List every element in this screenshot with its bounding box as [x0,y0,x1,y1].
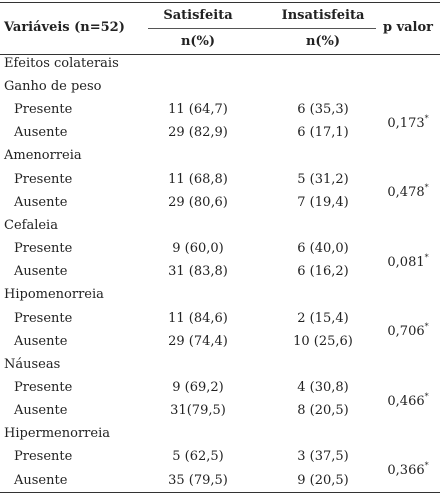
cell-unsatisfied: 9 (20,5) [297,472,349,488]
cell-satisfied: 29 (80,6) [168,194,228,210]
cell-satisfied: 5 (62,5) [172,449,224,465]
row-label: Ausente [14,403,68,419]
group-title: Ganho de peso [4,79,102,94]
p-value: 0,478* [387,183,429,201]
cell-unsatisfied: 7 (19,4) [297,194,349,210]
p-value: 0,466* [387,391,429,410]
cell-satisfied: 35 (79,5) [168,472,228,488]
header-variables: Variáveis (n=52) [4,20,125,35]
cell-unsatisfied: 5 (31,2) [297,171,349,187]
header-p-value: p valor [382,20,434,35]
table-top-rule [0,2,440,3]
p-value: 0,081* [387,252,429,271]
row-label: Ausente [14,125,68,141]
cell-satisfied: 31(79,5) [170,403,226,419]
significance-mark: * [424,460,429,470]
header-unit-satisfied: n(%) [180,34,216,49]
cell-unsatisfied: 2 (15,4) [297,310,349,326]
cell-satisfied: 11 (84,6) [168,310,228,326]
header-bottom-rule [0,54,440,55]
p-value-number: 0,081 [387,254,425,270]
row-label: Ausente [14,333,68,349]
cell-satisfied: 29 (74,4) [168,333,228,349]
p-value-number: 0,466 [387,393,425,409]
cell-unsatisfied: 6 (35,3) [297,102,349,118]
cell-unsatisfied: 4 (30,8) [297,379,349,395]
row-label: Presente [14,449,73,465]
group-title: Náuseas [4,356,61,372]
row-label: Presente [14,102,73,118]
section-title: Efeitos colaterais [4,56,119,71]
row-label: Ausente [14,472,68,488]
significance-mark: * [424,252,429,262]
header-unsatisfied: Insatisfeita [281,8,365,23]
row-label: Presente [14,379,73,395]
row-label: Ausente [14,264,68,280]
p-value: 0,173* [387,113,429,132]
cell-satisfied: 9 (69,2) [172,379,224,395]
cell-unsatisfied: 8 (20,5) [297,403,349,419]
header-satisfied: Satisfeita [163,8,233,23]
group-title: Hipermenorreia [4,426,110,442]
cell-satisfied: 29 (82,9) [168,125,228,141]
p-value: 0,706* [387,322,429,340]
p-value-number: 0,173 [387,115,425,131]
row-label: Presente [14,310,73,326]
cell-unsatisfied: 10 (25,6) [293,333,353,349]
significance-mark: * [424,322,429,332]
cell-unsatisfied: 6 (16,2) [297,264,349,280]
group-title: Amenorreia [4,148,82,164]
p-value-number: 0,706 [387,324,425,340]
cell-unsatisfied: 6 (40,0) [297,241,349,257]
cell-unsatisfied: 3 (37,5) [297,449,349,465]
table-bottom-rule [0,492,440,493]
cell-satisfied: 31 (83,8) [168,264,228,280]
p-value: 0,366* [387,460,429,479]
p-value-number: 0,478 [387,185,425,201]
row-label: Ausente [14,194,68,210]
p-value-number: 0,366 [387,462,425,478]
row-label: Presente [14,171,73,187]
cell-unsatisfied: 6 (17,1) [297,125,349,141]
significance-mark: * [424,391,429,401]
significance-mark: * [424,183,429,193]
significance-mark: * [424,113,429,123]
cell-satisfied: 9 (60,0) [172,241,224,257]
cell-satisfied: 11 (64,7) [168,102,228,118]
group-title: Cefaleia [4,217,58,233]
cell-satisfied: 11 (68,8) [168,171,228,187]
row-label: Presente [14,241,73,257]
group-title: Hipomenorreia [4,287,104,303]
header-unit-unsatisfied: n(%) [305,34,341,49]
header-group-rule [148,28,376,29]
